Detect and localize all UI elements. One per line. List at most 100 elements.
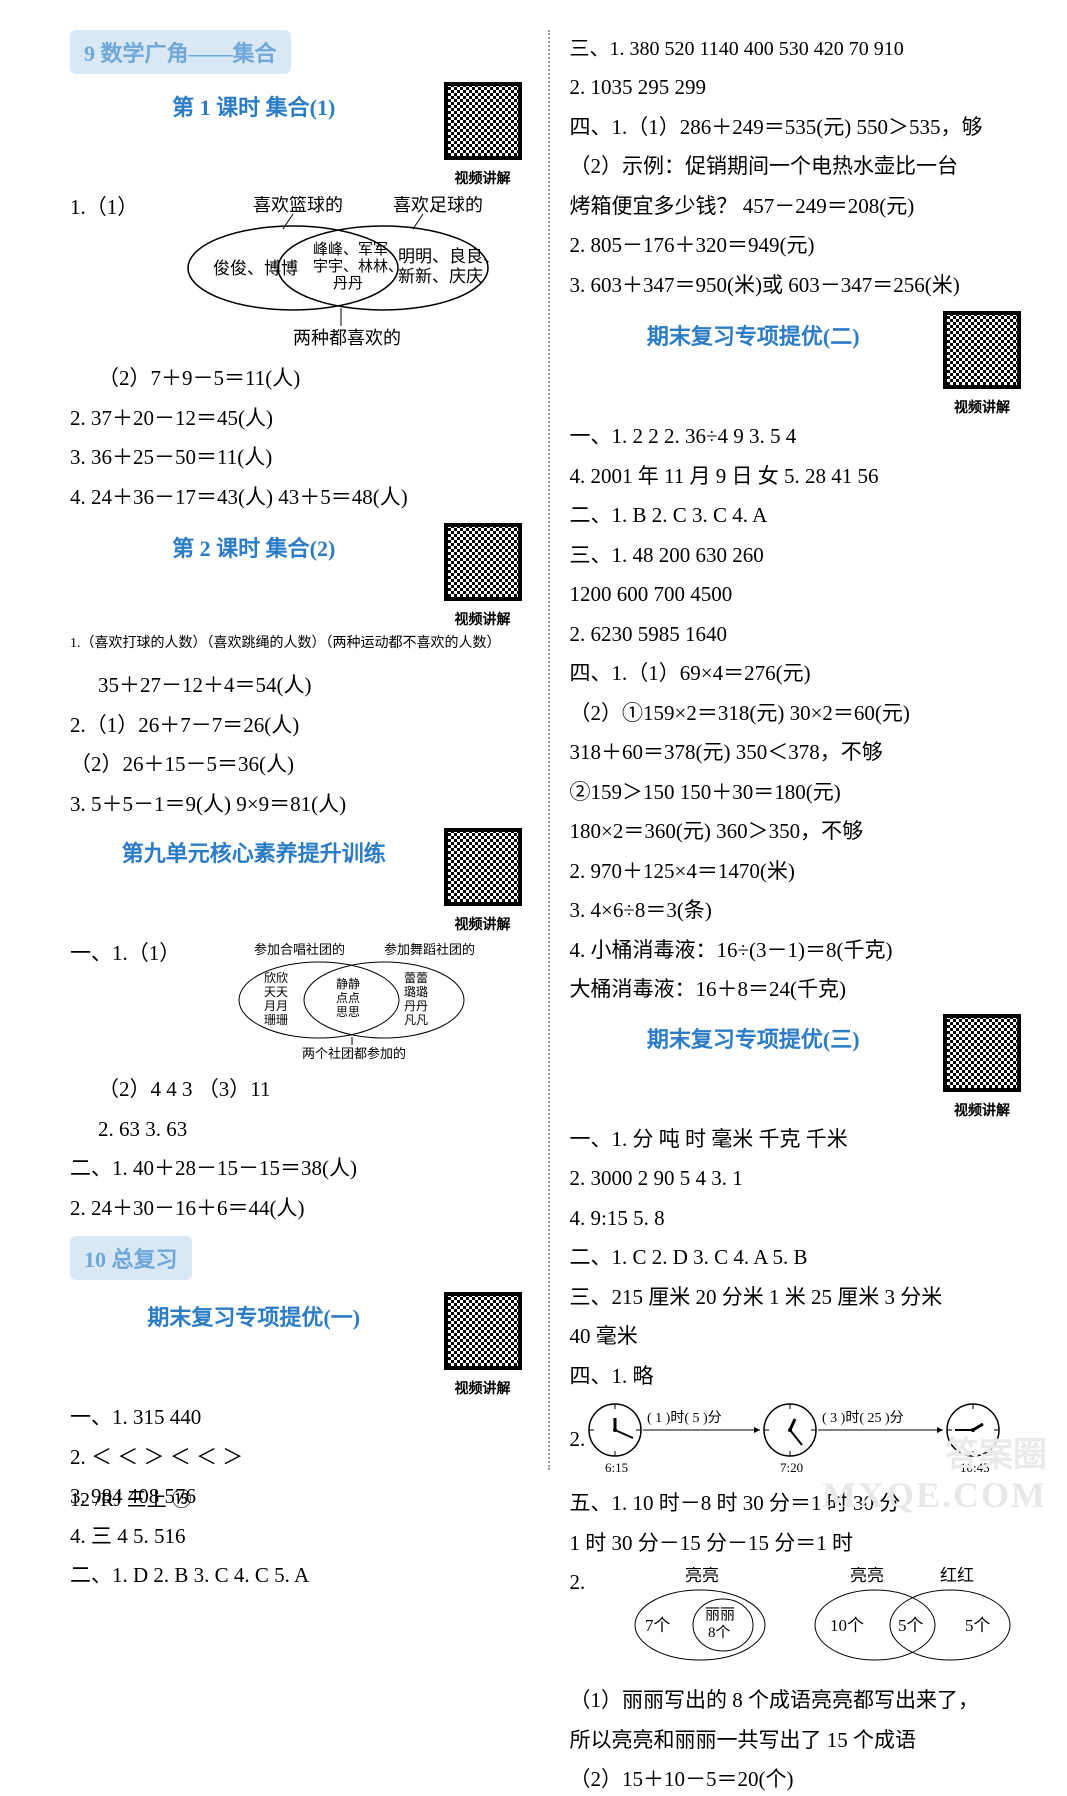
s5-l11: 180×2＝360(元) 360＞350，不够 [570, 816, 1028, 848]
clock-row: 6:15 ( 1 )时( 5 )分 7:20 ( 3 )时( 25 )分 [585, 1400, 1005, 1480]
qr-block-s4: 视频讲解 [438, 1292, 528, 1398]
watermark-cn: 答案圈 [945, 1427, 1047, 1476]
s6-l6: 40 毫米 [570, 1321, 1028, 1353]
left-column: 9 数学广角——集合 视频讲解 第 1 课时 集合(1) 1.（1） 喜欢篮球的… [70, 30, 528, 1470]
page-columns: 9 数学广角——集合 视频讲解 第 1 课时 集合(1) 1.（1） 喜欢篮球的… [70, 30, 1027, 1470]
venn-left-text: 俊俊、博博 [213, 259, 298, 278]
r-top-l3: 四、1.（1）286＋249＝535(元) 550＞535，够 [570, 112, 1028, 144]
venn-center-3: 丹丹 [333, 276, 363, 292]
s6-l7: 四、1. 略 [570, 1361, 1028, 1393]
svg-text:亮亮: 亮亮 [685, 1567, 719, 1585]
s4-l4: 4. 三 4 5. 516 [70, 1521, 528, 1553]
svg-text:亮亮: 亮亮 [850, 1567, 884, 1585]
qr-code-icon[interactable] [943, 311, 1021, 389]
chapter-9-label: 9 数学广角——集合 [70, 30, 291, 74]
s6-l1: 一、1. 分 吨 时 毫米 千克 千米 [570, 1124, 1028, 1156]
svg-text:5个: 5个 [898, 1616, 924, 1635]
s2-l1: 35＋27－12＋4＝54(人) [70, 670, 528, 702]
s6-l3: 4. 9:15 5. 8 [570, 1203, 1028, 1235]
clock-t1: 6:15 [605, 1460, 628, 1475]
svg-text:5个: 5个 [965, 1616, 991, 1635]
s5-l7: 四、1.（1）69×4＝276(元) [570, 658, 1028, 690]
s1-line-2: 2. 37＋20－12＝45(人) [70, 403, 528, 435]
qr-code-icon[interactable] [444, 523, 522, 601]
qr-block-s2: 视频讲解 [438, 523, 528, 629]
qr-label: 视频讲解 [438, 914, 528, 934]
svg-text:天天: 天天 [264, 985, 288, 999]
right-column: 三、1. 380 520 1140 400 530 420 70 910 2. … [570, 30, 1028, 1470]
svg-text:参加舞蹈社团的: 参加舞蹈社团的 [384, 942, 475, 957]
venn-diagram-s1: 喜欢篮球的 喜欢足球的 俊俊、博博 峰峰、军军、 宇宇、林林、 丹丹 明明、良良… [163, 196, 503, 351]
s5-l15: 大桶消毒液：16＋8＝24(千克) [570, 974, 1028, 1006]
s6-l10: 1 时 30 分－15 分－15 分＝1 时 [570, 1528, 1028, 1560]
s1-line-4: 4. 24＋36－17＝43(人) 43＋5＝48(人) [70, 482, 528, 514]
svg-text:7个: 7个 [645, 1616, 671, 1635]
s5-l10: ②159＞150 150＋30＝180(元) [570, 777, 1028, 809]
s6-l5: 三、215 厘米 20 分米 1 米 25 厘米 3 分米 [570, 1282, 1028, 1314]
s6-l13: 所以亮亮和丽丽一共写出了 15 个成语 [570, 1725, 1028, 1757]
r-top-l4: （2）示例：促销期间一个电热水壶比一台 [570, 151, 1028, 183]
s6-l2: 2. 3000 2 90 5 4 3. 1 [570, 1163, 1028, 1195]
qr-block-s3: 视频讲解 [438, 828, 528, 934]
s3-l2: （2）4 4 3 （3）11 [70, 1074, 528, 1106]
svg-text:璐璐: 璐璐 [404, 985, 428, 999]
s5-l4: 三、1. 48 200 630 260 [570, 540, 1028, 572]
qr-code-icon[interactable] [943, 1014, 1021, 1092]
qr-code-icon[interactable] [444, 1292, 522, 1370]
clock-a1: ( 1 )时( 5 )分 [647, 1410, 722, 1426]
venn-bottom-label: 两种都喜欢的 [293, 328, 401, 348]
chapter-10-label: 10 总复习 [70, 1236, 192, 1280]
svg-text:10个: 10个 [830, 1616, 864, 1635]
svg-text:丽丽: 丽丽 [705, 1607, 735, 1623]
r-top-l7: 3. 603＋347＝950(米)或 603－347＝256(米) [570, 270, 1028, 302]
page-footer: 12 /RJ 三上 ⑮ [70, 1483, 192, 1512]
qr-label: 视频讲解 [937, 397, 1027, 417]
svg-text:两个社团都参加的: 两个社团都参加的 [302, 1046, 406, 1061]
svg-text:蕾蕾: 蕾蕾 [404, 971, 428, 985]
r-top-l1: 三、1. 380 520 1140 400 530 420 70 910 [570, 34, 1028, 64]
venn-right-2: 新新、庆庆 [398, 267, 483, 286]
r-top-l2: 2. 1035 295 299 [570, 72, 1028, 104]
s5-l2: 4. 2001 年 11 月 9 日 女 5. 28 41 56 [570, 461, 1028, 493]
r-top-l6: 2. 805－176＋320＝949(元) [570, 230, 1028, 262]
s5-l9: 318＋60＝378(元) 350＜378，不够 [570, 737, 1028, 769]
s3-l4: 二、1. 40＋28－15－15＝38(人) [70, 1153, 528, 1185]
s5-l5: 1200 600 700 4500 [570, 579, 1028, 611]
s6-l4: 二、1. C 2. D 3. C 4. A 5. B [570, 1242, 1028, 1274]
qr-label: 视频讲解 [438, 1378, 528, 1398]
s1-line-1-2: （2）7＋9－5＝11(人) [70, 363, 528, 395]
r-top-l5: 烤箱便宜多少钱？ 457－249＝208(元) [570, 191, 1028, 223]
s5-l8: （2）①159×2＝318(元) 30×2＝60(元) [570, 698, 1028, 730]
s2-l4: 3. 5＋5－1＝9(人) 9×9＝81(人) [70, 789, 528, 821]
s4-l5: 二、1. D 2. B 3. C 4. C 5. A [70, 1560, 528, 1592]
s6-l14: （2）15＋10－5＝20(个) [570, 1764, 1028, 1796]
s5-l6: 2. 6230 5985 1640 [570, 619, 1028, 651]
svg-text:凡凡: 凡凡 [404, 1013, 428, 1027]
chapter-tab-10: 10 总复习 [70, 1236, 528, 1288]
qr-block-s6: 视频讲解 [937, 1014, 1027, 1120]
s5-l14: 4. 小桶消毒液：16÷(3－1)＝8(千克) [570, 935, 1028, 967]
s6-l12: （1）丽丽写出的 8 个成语亮亮都写出来了， [570, 1685, 1028, 1717]
qr-code-icon[interactable] [444, 82, 522, 160]
svg-text:月月: 月月 [264, 999, 288, 1013]
venn-center-1: 峰峰、军军、 [313, 241, 403, 258]
svg-text:参加合唱社团的: 参加合唱社团的 [254, 942, 345, 957]
qr-label: 视频讲解 [438, 609, 528, 629]
s5-l12: 2. 970＋125×4＝1470(米) [570, 856, 1028, 888]
s3-prefix: 一、1.（1） [70, 938, 180, 1066]
s6-l8: 2. [570, 1424, 586, 1456]
s5-l3: 二、1. B 2. C 3. C 4. A [570, 500, 1028, 532]
venn-right-1: 明明、良良、 [398, 247, 500, 266]
s3-l3: 2. 63 3. 63 [70, 1114, 528, 1146]
clock-a2: ( 3 )时( 25 )分 [822, 1410, 904, 1426]
qr-label: 视频讲解 [438, 168, 528, 188]
svg-text:思思: 思思 [336, 1005, 360, 1019]
clock-t2: 7:20 [780, 1460, 803, 1475]
s4-l1: 一、1. 315 440 [70, 1402, 528, 1434]
qr-block-s5: 视频讲解 [937, 311, 1027, 417]
chapter-tab-9: 9 数学广角——集合 [70, 30, 528, 82]
s2-l2: 2.（1）26＋7－7＝26(人) [70, 710, 528, 742]
qr-code-icon[interactable] [444, 828, 522, 906]
svg-text:欣欣: 欣欣 [264, 971, 288, 985]
watermark-en: MXQE.COM [822, 1474, 1047, 1516]
